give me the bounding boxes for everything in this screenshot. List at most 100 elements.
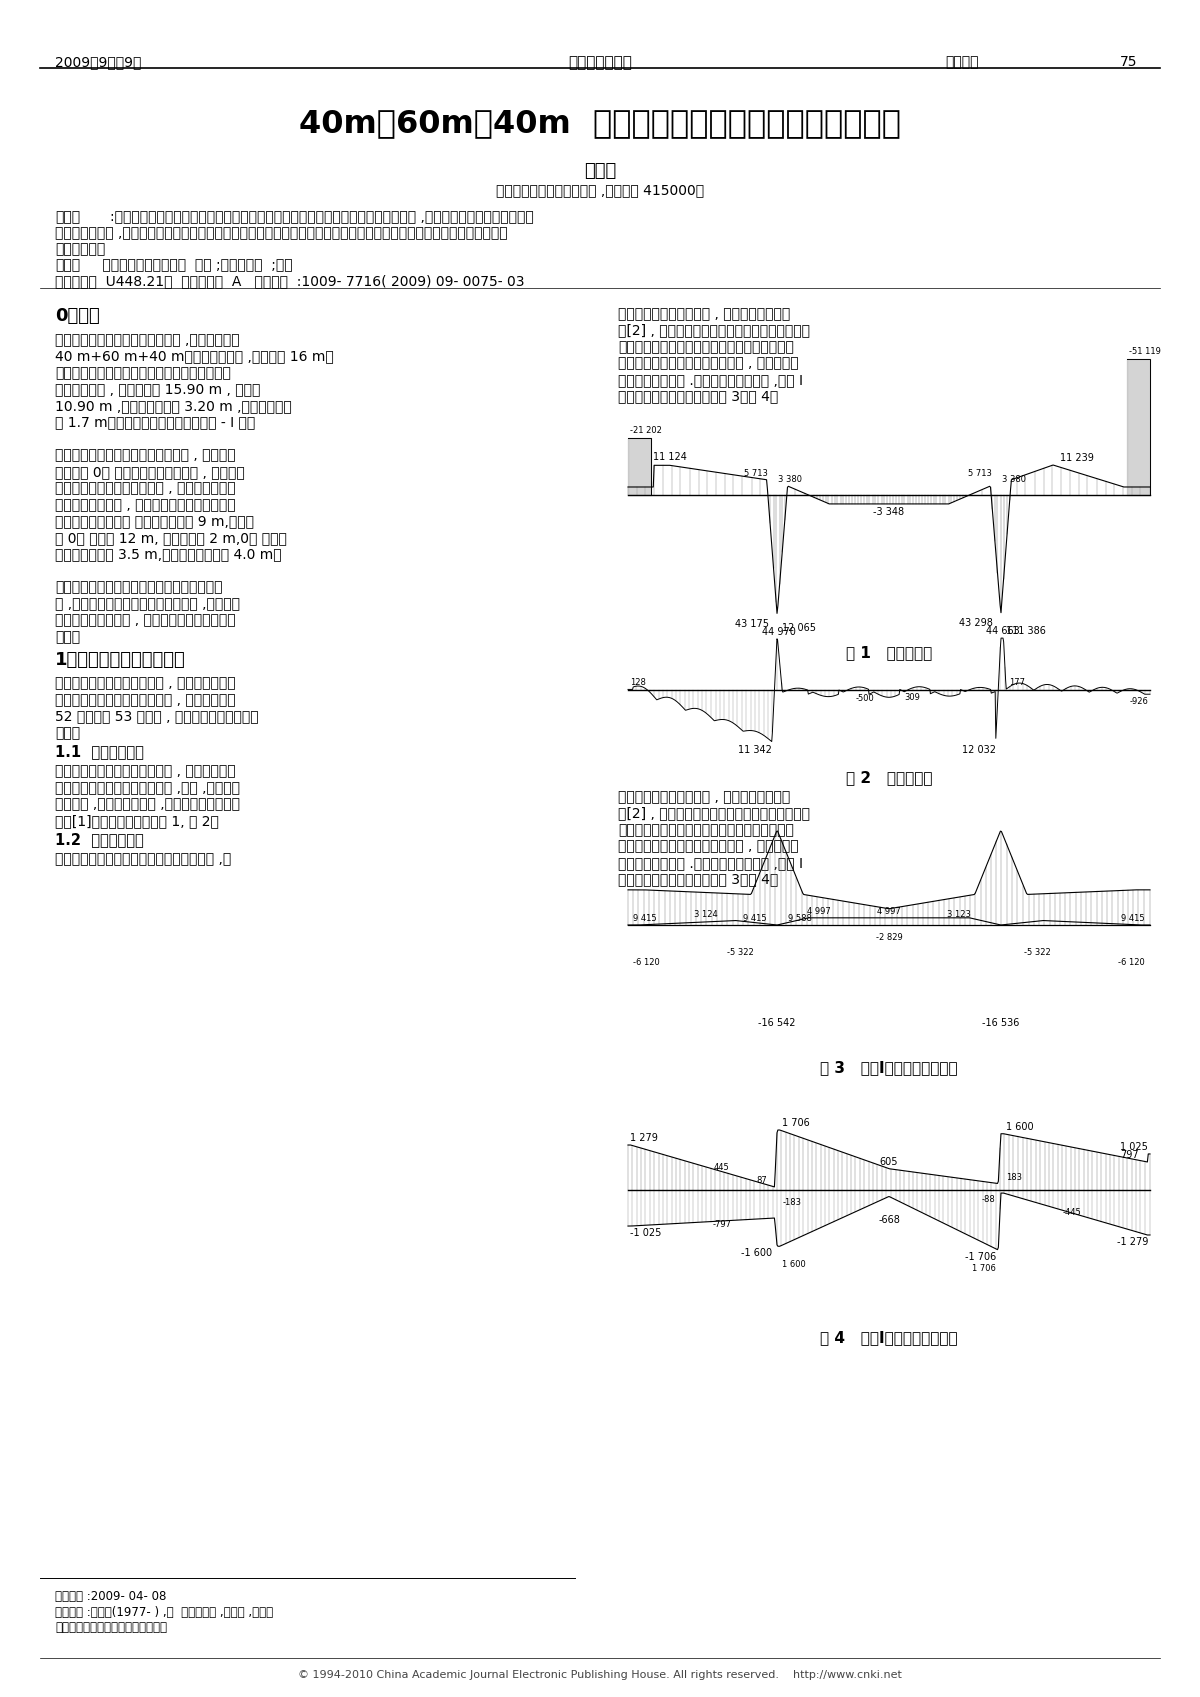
Text: -668: -668 (878, 1215, 900, 1225)
Text: 收稿日期 :2009- 04- 08: 收稿日期 :2009- 04- 08 (55, 1590, 167, 1604)
Text: -6 120: -6 120 (1118, 959, 1145, 967)
Text: 75: 75 (1120, 54, 1138, 70)
Text: -16 536: -16 536 (982, 1018, 1020, 1028)
Text: 797: 797 (1120, 1151, 1139, 1161)
Text: 为了从理论上对该桥的设计进行全面的把: 为了从理论上对该桥的设计进行全面的把 (55, 580, 222, 594)
Text: -51 119: -51 119 (1129, 346, 1160, 356)
Text: 4 997: 4 997 (808, 906, 830, 916)
Text: 3 124: 3 124 (695, 910, 718, 918)
Text: 各个截面的内力的最大值和最小值 , 此即为活载: 各个截面的内力的最大值和最小值 , 此即为活载 (618, 356, 799, 370)
Text: 各个截面的内力的最大值和最小值 , 此即为活载: 各个截面的内力的最大值和最小值 , 此即为活载 (618, 840, 799, 854)
Text: 9 415: 9 415 (743, 915, 767, 923)
Text: 9 415: 9 415 (1121, 915, 1145, 923)
Text: -16 542: -16 542 (758, 1018, 796, 1028)
Text: 43 298: 43 298 (959, 618, 992, 628)
Text: 桥梁结构: 桥梁结构 (946, 54, 978, 70)
Text: 2009年9月第9期: 2009年9月第9期 (55, 54, 142, 70)
Text: 产生的最不利内力 .经全面的有限元分析 ,公路 I: 产生的最不利内力 .经全面的有限元分析 ,公路 I (618, 855, 803, 871)
Text: 0　引言: 0 引言 (55, 307, 100, 326)
Text: 9 588: 9 588 (787, 915, 811, 923)
Text: 产生的最不利内力 .经全面的有限元分析 ,公路 I: 产生的最不利内力 .经全面的有限元分析 ,公路 I (618, 373, 803, 387)
Text: 并考虑相应的冲击系数和横向分布系数便可得到: 并考虑相应的冲击系数和横向分布系数便可得到 (618, 823, 794, 837)
Text: 10.90 m ,中支点处梁高为 3.20 m ,边支点处梁高: 10.90 m ,中支点处梁高为 3.20 m ,边支点处梁高 (55, 399, 292, 412)
Text: 标准建立该桥的平面有限元模型 , 将全桥划分为: 标准建立该桥的平面有限元模型 , 将全桥划分为 (55, 692, 235, 708)
Text: 处 0＃ 段长为 12 m, 合拢段长为 2 m,0＃ 段附近: 处 0＃ 段长为 12 m, 合拢段长为 2 m,0＃ 段附近 (55, 531, 287, 545)
Text: 该桥上部结构采用挂篮悬臂浇筑 , 先在中墩: 该桥上部结构采用挂篮悬臂浇筑 , 先在中墩 (55, 448, 235, 463)
Text: 1 279: 1 279 (630, 1134, 658, 1144)
Text: 1 025: 1 025 (1120, 1142, 1148, 1152)
Text: 128: 128 (630, 679, 646, 687)
Text: 关键词: 关键词 (55, 258, 80, 272)
Text: -88: -88 (982, 1195, 996, 1205)
Text: 1 706: 1 706 (972, 1264, 996, 1273)
Text: 连续箱梁结构 , 箱梁顶板宽 15.90 m , 底板宽: 连续箱梁结构 , 箱梁顶板宽 15.90 m , 底板宽 (55, 382, 260, 397)
Text: 图 1   恒载弯矩图: 图 1 恒载弯矩图 (846, 645, 932, 660)
Text: -6 120: -6 120 (634, 959, 660, 967)
Text: 1 600: 1 600 (1006, 1122, 1033, 1132)
Text: 1.1  恒载内力计算: 1.1 恒载内力计算 (55, 745, 144, 760)
Text: 87: 87 (756, 1176, 767, 1185)
Text: © 1994-2010 China Academic Journal Electronic Publishing House. All rights reser: © 1994-2010 China Academic Journal Elect… (298, 1670, 902, 1680)
Text: 5 713: 5 713 (968, 468, 992, 479)
Text: 为 1.7 m。该桥的设计荷载等级为公路 - I 级。: 为 1.7 m。该桥的设计荷载等级为公路 - I 级。 (55, 416, 256, 429)
Text: 摘　要: 摘 要 (55, 210, 80, 224)
Text: 11 239: 11 239 (1060, 453, 1094, 463)
Text: 的要求进行对比 ,从而判断在设计荷载作用下该设计是否足够合理安全。该文所作的工作对同类桥型的分析、验算与设计具: 的要求进行对比 ,从而判断在设计荷载作用下该设计是否足够合理安全。该文所作的工作… (55, 226, 508, 239)
Text: （湖南常德公路工程总公司 ,湖南常德 415000）: （湖南常德公路工程总公司 ,湖南常德 415000） (496, 183, 704, 197)
Text: 某三跨预应力混凝土连续梁桥 ,其跨径布置为: 某三跨预应力混凝土连续梁桥 ,其跨径布置为 (55, 333, 240, 346)
Text: -1 025: -1 025 (630, 1229, 661, 1239)
Text: 5 713: 5 713 (744, 468, 768, 479)
Text: 44 970: 44 970 (762, 626, 796, 636)
Text: 43 175: 43 175 (736, 619, 769, 630)
Text: -3 348: -3 348 (874, 507, 905, 518)
Text: 11 124: 11 124 (653, 453, 686, 462)
Text: -21 202: -21 202 (630, 426, 662, 436)
Text: 行详细的分析和验算 , 以确保该桥设计的合理和: 行详细的分析和验算 , 以确保该桥设计的合理和 (55, 614, 235, 628)
Text: 12 032: 12 032 (962, 745, 996, 755)
Text: 安全。: 安全。 (55, 630, 80, 643)
Text: 法[2] , 对各个截面的内力影响线进行最不利加载: 法[2] , 对各个截面的内力影响线进行最不利加载 (618, 324, 810, 338)
Text: 1　有限元分析及内力计算: 1 有限元分析及内力计算 (55, 650, 186, 669)
Text: 3 380: 3 380 (778, 475, 802, 484)
Text: 的两个节段长为 3.5 m,其余各节段长均为 4.0 m。: 的两个节段长为 3.5 m,其余各节段长均为 4.0 m。 (55, 548, 282, 562)
Text: 法[2] , 对各个截面的内力影响线进行最不利加载: 法[2] , 对各个截面的内力影响线进行最不利加载 (618, 806, 810, 821)
Text: 应力效应 ,还包括桥面铺装 ,防护栏等产生的二期: 应力效应 ,还包括桥面铺装 ,防护栏等产生的二期 (55, 798, 240, 811)
Text: 预应力混凝土连续梁桥  设计 ;有限元分析  ;验算: 预应力混凝土连续梁桥 设计 ;有限元分析 ;验算 (98, 258, 293, 272)
Text: 3 380: 3 380 (1002, 475, 1026, 484)
Text: 图 3   公路Ⅰ级荷载弯矩包络图: 图 3 公路Ⅰ级荷载弯矩包络图 (820, 1061, 958, 1074)
Text: 1.2  活载内力计算: 1.2 活载内力计算 (55, 833, 144, 847)
Text: 111 386: 111 386 (1006, 626, 1045, 636)
Text: 握 ,本文在全面的有限元分析的基础上 ,对该桥进: 握 ,本文在全面的有限元分析的基础上 ,对该桥进 (55, 597, 240, 611)
Text: 183: 183 (1006, 1173, 1022, 1181)
Text: 城市道路与防洪: 城市道路与防洪 (568, 54, 632, 70)
Text: 4 997: 4 997 (877, 906, 901, 916)
Text: 作者简介 :马俊东(1977- ) ,男  湖南常德人 ,工程师 ,从事道: 作者简介 :马俊东(1977- ) ,男 湖南常德人 ,工程师 ,从事道 (55, 1605, 274, 1619)
Text: 11 342: 11 342 (738, 745, 772, 755)
Text: -1 706: -1 706 (965, 1252, 996, 1263)
Text: 挂篮向两侧对称平衡悬臂施工 , 同时采用满堂支: 挂篮向两侧对称平衡悬臂施工 , 同时采用满堂支 (55, 482, 235, 496)
Text: 级荷载的内力包络图分别见图 3、图 4。: 级荷载的内力包络图分别见图 3、图 4。 (618, 872, 779, 886)
Text: -926: -926 (1129, 697, 1148, 706)
Text: :通过对预应力混凝土连续梁桥的设计进行详细的有限元分析和规范要求的各类验算 ,并将分析、验算的结果与规范: :通过对预应力混凝土连续梁桥的设计进行详细的有限元分析和规范要求的各类验算 ,并… (110, 210, 534, 224)
Text: 得各个截面的内力影响线 , 然后采用动态规划: 得各个截面的内力影响线 , 然后采用动态规划 (618, 791, 791, 804)
Text: 该桥上部构造采用单箱双室变高度预应力混凝土: 该桥上部构造采用单箱双室变高度预应力混凝土 (55, 367, 230, 380)
Text: 对于该桥梁结构的成桥状态 , 恒载内力不仅: 对于该桥梁结构的成桥状态 , 恒载内力不仅 (55, 765, 235, 779)
Text: 1 706: 1 706 (782, 1118, 810, 1129)
Text: 路桥梁设计及施工方面的研究工作。: 路桥梁设计及施工方面的研究工作。 (55, 1621, 167, 1634)
Text: 图 4   公路Ⅰ级荷载剪力包络图: 图 4 公路Ⅰ级荷载剪力包络图 (820, 1330, 958, 1346)
Text: 恒载[1]。恒载内力分别见图 1, 图 2。: 恒载[1]。恒载内力分别见图 1, 图 2。 (55, 815, 218, 828)
Text: 架现浇边跨直线段 , 最后进行边跨合拢及中跨合: 架现浇边跨直线段 , 最后进行边跨合拢及中跨合 (55, 497, 235, 512)
Text: 图 2   恒载剪力图: 图 2 恒载剪力图 (846, 770, 932, 786)
Text: 40m＋60m＋40m  预应力混凝土连续梁桥结构计算分析: 40m＋60m＋40m 预应力混凝土连续梁桥结构计算分析 (299, 109, 901, 139)
Text: -1 600: -1 600 (742, 1249, 772, 1257)
Text: 9 415: 9 415 (634, 915, 656, 923)
Text: 分析。: 分析。 (55, 726, 80, 740)
Text: 拢。梁体节段划分为 边跨直线段长为 9 m,中支点: 拢。梁体节段划分为 边跨直线段长为 9 m,中支点 (55, 514, 254, 528)
Text: 得各个截面的内力影响线 , 然后采用动态规划: 得各个截面的内力影响线 , 然后采用动态规划 (618, 307, 791, 321)
Text: 12 065: 12 065 (782, 623, 816, 633)
Text: -1 279: -1 279 (1117, 1237, 1148, 1247)
Text: -445: -445 (1062, 1208, 1081, 1217)
Text: -500: -500 (856, 694, 874, 703)
Text: 中图分类号  U448.21　  文献标识码  A   文章编号  :1009- 7716( 2009) 09- 0075- 03: 中图分类号 U448.21 文献标识码 A 文章编号 :1009- 7716( … (55, 273, 524, 288)
Text: 1 600: 1 600 (782, 1261, 806, 1269)
